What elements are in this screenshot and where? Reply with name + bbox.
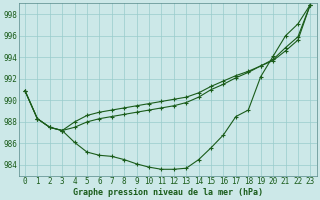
X-axis label: Graphe pression niveau de la mer (hPa): Graphe pression niveau de la mer (hPa) (73, 188, 263, 197)
